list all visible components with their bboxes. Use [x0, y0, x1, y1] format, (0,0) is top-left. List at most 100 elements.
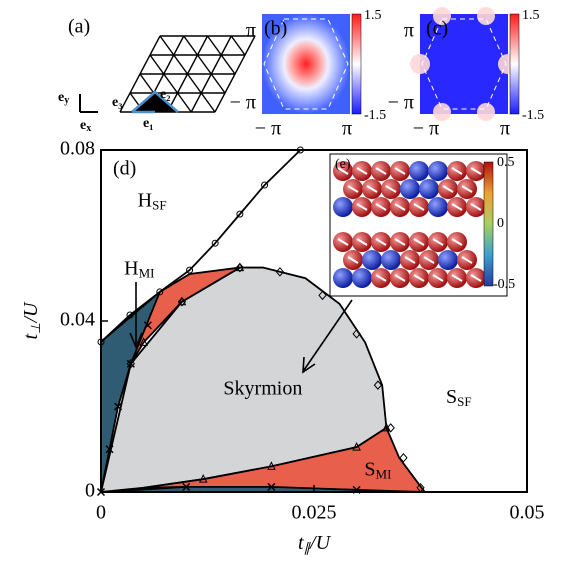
- spin-arrow: [451, 274, 463, 282]
- spin-arrow: [375, 167, 387, 175]
- x-tick-label: 0: [96, 502, 106, 524]
- sphere: [352, 268, 372, 288]
- colorbar-c: [509, 13, 520, 115]
- marker: [198, 474, 208, 483]
- marker: [382, 422, 391, 432]
- y-top: π: [404, 20, 414, 42]
- sphere: [381, 250, 401, 270]
- spin-arrow: [461, 185, 473, 193]
- ey-label: ey: [58, 90, 69, 106]
- x-axis-label: t∥/U: [298, 532, 332, 555]
- sphere: [419, 179, 439, 199]
- marker: [352, 329, 361, 339]
- region-label: SMI: [364, 458, 391, 481]
- inset-a-label: (a): [68, 16, 90, 38]
- x-right: π: [342, 118, 352, 140]
- x-left: − π: [413, 118, 439, 140]
- spin-arrow: [356, 203, 368, 211]
- spin-arrow: [461, 256, 473, 264]
- region-label: HSF: [138, 189, 167, 212]
- inset-b-label: (b): [264, 18, 287, 40]
- x-right: π: [500, 118, 510, 140]
- label-sub: ∥: [304, 540, 312, 555]
- sphere: [333, 197, 353, 217]
- cb-min: -1.5: [522, 108, 544, 123]
- spin-arrow: [432, 238, 444, 246]
- marker: [386, 423, 395, 433]
- spin-arrow: [375, 238, 387, 246]
- marker: [399, 453, 408, 463]
- spin-arrow: [356, 167, 368, 175]
- spin-arrow: [413, 274, 425, 282]
- ex-label: ex: [80, 118, 91, 134]
- spin-arrow: [404, 256, 416, 264]
- colorbar-b: [351, 13, 362, 115]
- e2-label: e₂: [160, 87, 170, 102]
- y-axis-label: t⊥/U: [20, 301, 43, 339]
- marker: [267, 482, 276, 491]
- x-left: − π: [255, 118, 281, 140]
- marker: [126, 359, 135, 368]
- sphere: [428, 161, 448, 181]
- spin-arrow: [451, 203, 463, 211]
- label-rest: /U: [309, 532, 332, 554]
- marker: [186, 266, 194, 274]
- cb-min: -0.5: [493, 277, 515, 292]
- marker: [114, 402, 123, 411]
- spin-arrow: [337, 167, 349, 175]
- spin-arrow: [394, 203, 406, 211]
- lattice-vectors: [131, 90, 179, 114]
- cb-max: 0.5: [497, 155, 515, 170]
- sphere: [362, 250, 382, 270]
- spin-arrow: [385, 185, 397, 193]
- sphere: [333, 268, 353, 288]
- bz-b: [263, 18, 349, 110]
- marker: [267, 461, 276, 470]
- spin-arrow: [470, 203, 482, 211]
- bz-c: [421, 18, 507, 110]
- marker: [143, 321, 152, 330]
- spheres: [333, 161, 486, 288]
- label-rest: /U: [20, 301, 42, 324]
- spin-arrow: [375, 274, 387, 282]
- y-tick-label: 0.04: [60, 309, 95, 331]
- spin-arrow: [413, 203, 425, 211]
- heatmap-c: [420, 14, 508, 114]
- marker: [352, 441, 361, 451]
- inset-e-label: (e): [335, 157, 351, 172]
- y-top: π: [246, 20, 256, 42]
- marker: [318, 290, 327, 301]
- panel-label: (d): [113, 158, 136, 180]
- arrow: [129, 282, 143, 350]
- marker: [373, 380, 383, 390]
- cb-mid: 0: [497, 216, 504, 231]
- marker: [235, 262, 245, 273]
- label-sub: SF: [457, 394, 471, 409]
- x-tick-label: 0.05: [510, 502, 545, 524]
- label-main: H: [138, 189, 152, 211]
- e1-label: e₁: [143, 116, 153, 131]
- x-tick-label: 0.025: [292, 502, 337, 524]
- label-sub: SF: [152, 197, 166, 212]
- marker: [126, 311, 134, 319]
- region-label: Skyrmion: [223, 377, 302, 399]
- y-bot: − π: [230, 92, 256, 114]
- spin-arrow: [347, 185, 359, 193]
- marker: [182, 482, 191, 491]
- spin-arrow: [375, 203, 387, 211]
- label-main: S: [364, 458, 375, 480]
- label-main: t: [20, 333, 42, 339]
- inset-c-label: (c): [426, 18, 448, 40]
- spin-arrow: [394, 238, 406, 246]
- marker: [156, 288, 164, 296]
- marker: [177, 297, 187, 307]
- label-sub: MI: [139, 266, 155, 281]
- y-bot: − π: [388, 92, 414, 114]
- spin-arrow: [413, 238, 425, 246]
- spin-arrow: [442, 185, 454, 193]
- spin-arrow: [470, 274, 482, 282]
- y-tick-label: 0: [85, 480, 95, 502]
- marker: [236, 210, 244, 218]
- spin-arrow: [451, 238, 463, 246]
